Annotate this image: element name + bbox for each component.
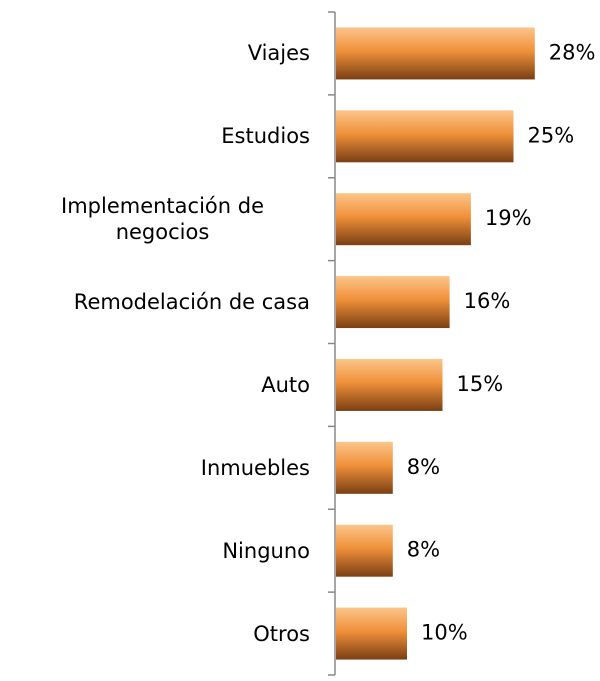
bar [336,193,471,246]
category-label-box: Ninguno [0,509,310,592]
category-label-box: Inmuebles [0,426,310,509]
category-label-box: Remodelación de casa [0,261,310,344]
category-label-box: Otros [0,592,310,675]
category-label: Otros [253,621,310,646]
category-label: Inmuebles [200,455,310,480]
category-label: Remodelación de casa [73,290,310,315]
value-label: 8% [407,538,440,562]
category-label-box: Estudios [0,95,310,178]
bar [336,358,443,411]
category-label: Viajes [247,41,310,66]
category-label-box: Implementación de negocios [0,178,310,261]
bar [336,441,393,494]
bar [336,110,514,163]
bar [336,27,535,80]
value-label: 19% [485,206,532,230]
category-label: Ninguno [222,538,310,563]
category-label: Estudios [221,124,310,149]
value-label: 8% [407,455,440,479]
value-label: 15% [457,372,504,396]
category-label: Auto [261,372,310,397]
value-label: 28% [549,40,596,64]
value-label: 25% [528,123,575,147]
category-label: Implementación de negocios [61,194,264,245]
category-label-box: Auto [0,344,310,427]
bar [336,524,393,577]
category-label-box: Viajes [0,12,310,95]
value-label: 16% [464,289,511,313]
value-label: 10% [421,621,468,645]
bar [336,607,407,660]
bar [336,276,450,329]
